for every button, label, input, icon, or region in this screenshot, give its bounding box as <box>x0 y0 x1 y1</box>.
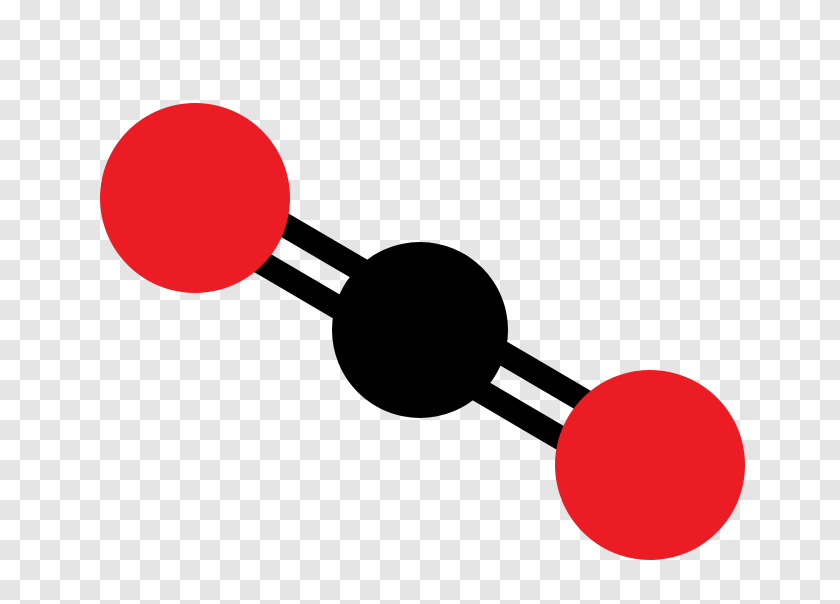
molecule-diagram <box>0 0 840 604</box>
atom-oxygen-right <box>555 370 745 560</box>
atom-carbon-center <box>332 242 508 418</box>
diagram-canvas <box>0 0 840 604</box>
atom-oxygen-left <box>100 103 290 293</box>
atoms-group <box>100 103 745 560</box>
